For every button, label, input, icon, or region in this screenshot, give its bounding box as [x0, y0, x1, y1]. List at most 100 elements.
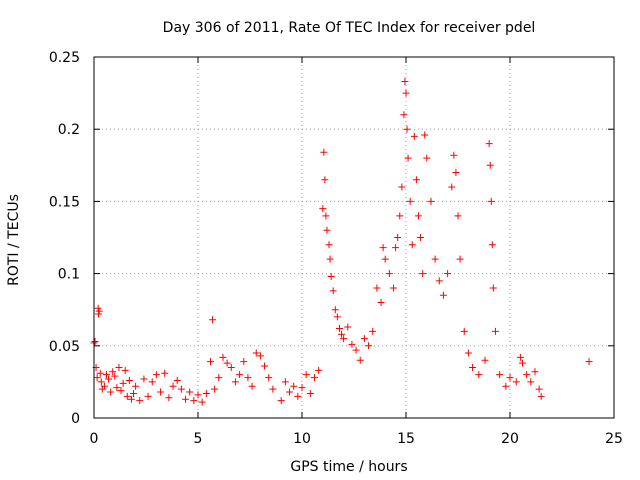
- data-point: [211, 385, 219, 393]
- data-point: [240, 358, 248, 366]
- data-point: [435, 277, 443, 285]
- data-point: [338, 330, 346, 338]
- data-point: [444, 270, 452, 278]
- data-point: [489, 284, 497, 292]
- data-point: [419, 270, 427, 278]
- plot-frame: [93, 56, 615, 419]
- data-point: [406, 197, 414, 205]
- grid-lines: [94, 57, 614, 418]
- data-point: [506, 374, 514, 382]
- data-point: [408, 241, 416, 249]
- data-point: [186, 388, 194, 396]
- data-point: [236, 371, 244, 379]
- data-point: [132, 382, 140, 390]
- data-point: [102, 371, 110, 379]
- data-point: [306, 389, 314, 397]
- data-point: [161, 369, 169, 377]
- data-point: [450, 151, 458, 159]
- data-point: [392, 244, 400, 252]
- data-point: [373, 284, 381, 292]
- data-point: [157, 388, 165, 396]
- data-point: [414, 212, 422, 220]
- data-point: [265, 374, 273, 382]
- data-point: [321, 176, 329, 184]
- data-point: [348, 340, 356, 348]
- data-point: [173, 376, 181, 384]
- data-point: [417, 234, 425, 241]
- data-point: [202, 389, 210, 397]
- data-point: [464, 349, 472, 357]
- data-point: [527, 378, 535, 386]
- data-point: [190, 397, 198, 405]
- data-point: [454, 212, 462, 220]
- data-point: [111, 372, 119, 380]
- data-point: [496, 371, 504, 379]
- data-point: [421, 131, 429, 139]
- data-point: [130, 389, 138, 397]
- tick-labels: 0 5 10 15 20 25 0 0.05 0.1 0.15 0.2 0.25: [49, 50, 623, 447]
- data-point: [115, 363, 123, 371]
- data-point: [423, 154, 431, 162]
- data-point: [148, 378, 156, 386]
- x-tick-label: 5: [194, 431, 203, 447]
- data-point: [310, 374, 318, 382]
- data-point: [322, 212, 330, 220]
- data-point: [294, 392, 302, 400]
- data-point: [516, 353, 524, 361]
- data-point: [325, 241, 333, 249]
- data-point: [523, 371, 531, 379]
- data-point: [96, 369, 104, 377]
- data-point: [385, 270, 393, 278]
- data-point: [125, 376, 133, 384]
- data-point: [248, 382, 256, 390]
- data-point: [326, 255, 334, 263]
- data-point: [398, 183, 406, 191]
- data-point: [402, 89, 410, 97]
- data-point: [365, 342, 373, 350]
- x-tick-label: 10: [293, 431, 311, 447]
- data-point: [356, 356, 364, 364]
- data-point: [105, 375, 113, 383]
- data-point: [206, 358, 214, 366]
- data-point: [486, 161, 494, 169]
- data-point: [537, 392, 545, 400]
- data-point: [412, 176, 420, 184]
- data-point: [109, 368, 117, 376]
- data-point: [394, 234, 402, 241]
- data-point: [518, 359, 526, 367]
- data-point: [97, 378, 105, 386]
- data-point: [323, 226, 331, 234]
- data-point: [244, 374, 252, 382]
- data-point: [261, 362, 269, 370]
- data-point: [431, 255, 439, 263]
- data-point: [113, 384, 121, 392]
- y-tick-label: 0.05: [49, 339, 80, 355]
- data-point: [531, 368, 539, 376]
- data-point: [360, 335, 368, 343]
- data-point: [377, 298, 385, 306]
- data-point: [329, 287, 337, 295]
- data-point: [140, 375, 148, 383]
- data-point: [379, 244, 387, 252]
- data-point: [488, 241, 496, 249]
- data-point: [396, 212, 404, 220]
- data-point: [144, 392, 152, 400]
- data-point: [95, 307, 103, 315]
- axis-ticks: [93, 56, 615, 419]
- data-point: [535, 385, 543, 393]
- data-point: [487, 197, 495, 205]
- data-point: [401, 78, 409, 86]
- data-point: [340, 335, 348, 343]
- y-axis-label: ROTI / TECUs: [6, 194, 22, 286]
- y-tick-label: 0: [71, 411, 80, 427]
- data-points: [90, 78, 593, 406]
- data-point: [331, 306, 339, 314]
- y-tick-label: 0.1: [58, 267, 80, 283]
- data-point: [215, 374, 223, 382]
- y-tick-label: 0.2: [58, 122, 80, 138]
- data-point: [485, 140, 493, 148]
- data-point: [223, 359, 231, 367]
- data-point: [107, 388, 115, 396]
- x-tick-label: 20: [501, 431, 519, 447]
- data-point: [256, 352, 264, 360]
